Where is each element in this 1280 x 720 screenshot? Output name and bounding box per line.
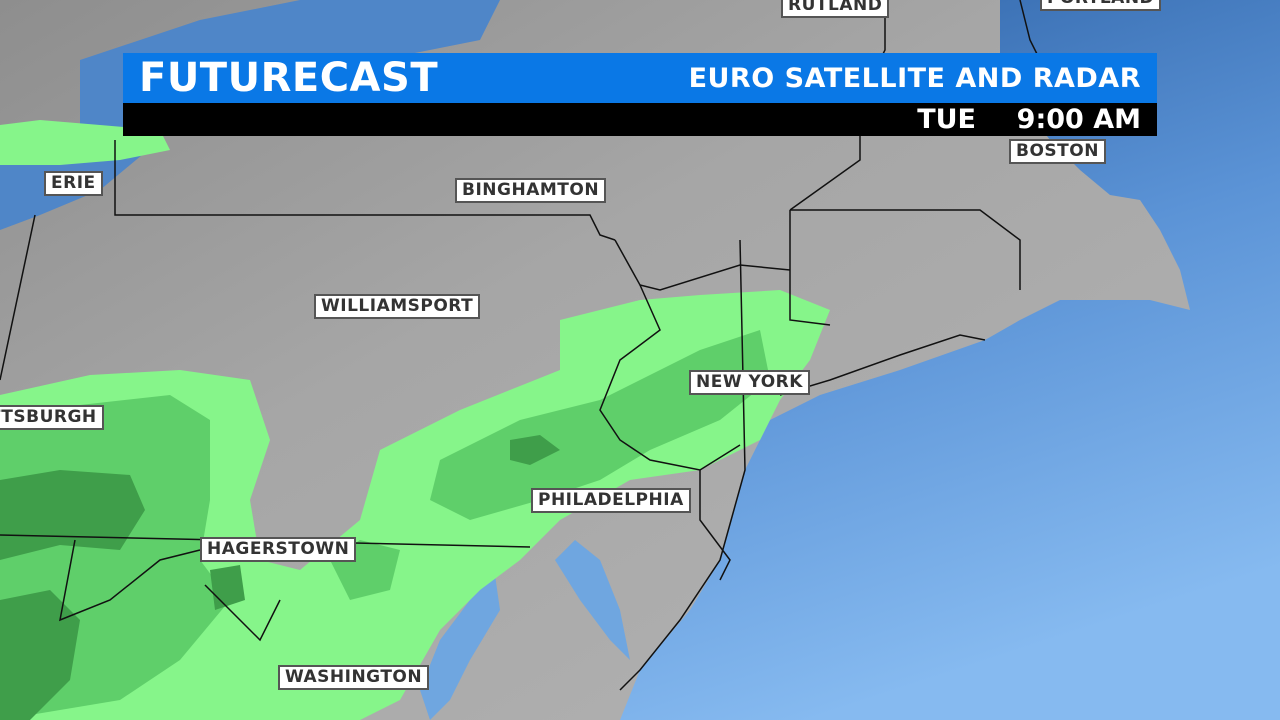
city-label-portland: PORTLAND <box>1040 0 1162 11</box>
forecast-day: TUE <box>917 104 976 135</box>
city-label-washington: WASHINGTON <box>278 665 430 690</box>
city-label-williamsport: WILLIAMSPORT <box>314 294 481 319</box>
chesapeake-bay <box>420 575 500 720</box>
header-subtitle: EURO SATELLITE AND RADAR <box>688 63 1141 94</box>
city-label-pittsburgh: PITTSBURGH <box>0 405 104 430</box>
city-label-hagerstown: HAGERSTOWN <box>200 537 357 562</box>
city-label-binghamton: BINGHAMTON <box>455 178 607 203</box>
city-label-erie: ERIE <box>44 171 103 196</box>
atlantic-ocean <box>620 0 1280 720</box>
city-label-new-york: NEW YORK <box>689 370 810 395</box>
forecast-time: 9:00 AM <box>1016 104 1141 135</box>
city-label-boston: BOSTON <box>1009 139 1106 164</box>
header-bar: FUTURECAST EURO SATELLITE AND RADAR <box>123 53 1157 103</box>
city-label-philadelphia: PHILADELPHIA <box>531 488 691 513</box>
timestamp-bar: TUE 9:00 AM <box>123 103 1157 136</box>
state-borders <box>0 0 1051 691</box>
header-title: FUTURECAST <box>139 55 439 101</box>
city-label-rutland: RUTLAND <box>781 0 890 18</box>
delaware-bay <box>555 540 630 660</box>
